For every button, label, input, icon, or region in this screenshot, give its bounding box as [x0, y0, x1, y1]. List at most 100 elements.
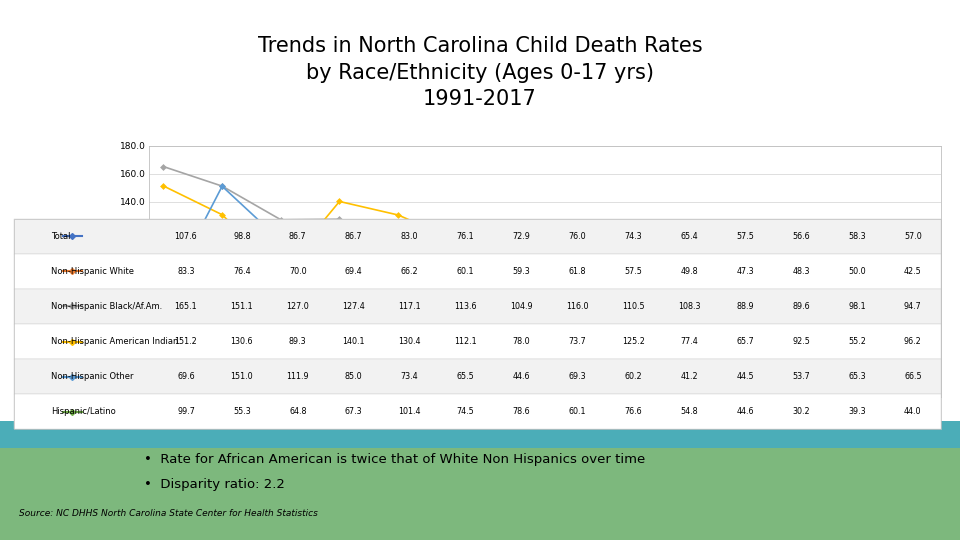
Text: 92.5: 92.5 [792, 337, 810, 346]
Text: 70.0: 70.0 [289, 267, 306, 276]
Text: 76.1: 76.1 [457, 232, 474, 241]
Text: 65.5: 65.5 [457, 372, 474, 381]
Text: 116.0: 116.0 [566, 302, 588, 311]
Text: 89.3: 89.3 [289, 337, 306, 346]
Text: 88.9: 88.9 [736, 302, 754, 311]
Text: 61.8: 61.8 [568, 267, 587, 276]
Text: 104.9: 104.9 [510, 302, 533, 311]
Text: 48.3: 48.3 [792, 267, 810, 276]
Text: 151.1: 151.1 [230, 302, 253, 311]
Text: 57.5: 57.5 [736, 232, 754, 241]
Text: 101.4: 101.4 [398, 407, 420, 416]
Text: 55.2: 55.2 [848, 337, 866, 346]
Text: 57.0: 57.0 [904, 232, 922, 241]
Text: 127.0: 127.0 [286, 302, 309, 311]
FancyBboxPatch shape [0, 421, 960, 540]
Text: 86.7: 86.7 [345, 232, 363, 241]
Text: Non-Hispanic White: Non-Hispanic White [52, 267, 134, 276]
Text: 69.4: 69.4 [345, 267, 363, 276]
Text: 39.3: 39.3 [848, 407, 866, 416]
Text: 130.4: 130.4 [398, 337, 420, 346]
Text: 53.7: 53.7 [792, 372, 810, 381]
Text: 73.4: 73.4 [400, 372, 419, 381]
Text: 77.4: 77.4 [681, 337, 698, 346]
Text: 94.7: 94.7 [904, 302, 922, 311]
Text: 65.3: 65.3 [848, 372, 866, 381]
Text: 56.6: 56.6 [792, 232, 810, 241]
Text: 65.7: 65.7 [736, 337, 754, 346]
Text: 64.8: 64.8 [289, 407, 306, 416]
Text: 76.6: 76.6 [624, 407, 642, 416]
Text: 44.5: 44.5 [736, 372, 754, 381]
Text: 65.4: 65.4 [681, 232, 698, 241]
Text: 57.5: 57.5 [624, 267, 642, 276]
Text: 140.1: 140.1 [343, 337, 365, 346]
Text: 108.3: 108.3 [678, 302, 701, 311]
Text: 74.3: 74.3 [624, 232, 642, 241]
Text: 67.3: 67.3 [345, 407, 363, 416]
Text: 86.7: 86.7 [289, 232, 306, 241]
Text: Non-Hispanic Other: Non-Hispanic Other [52, 372, 134, 381]
Text: 41.2: 41.2 [681, 372, 698, 381]
Text: 73.7: 73.7 [568, 337, 587, 346]
Text: 60.1: 60.1 [457, 267, 474, 276]
FancyBboxPatch shape [14, 289, 941, 324]
Text: 85.0: 85.0 [345, 372, 363, 381]
Text: 78.0: 78.0 [513, 337, 530, 346]
Text: 54.8: 54.8 [681, 407, 698, 416]
FancyBboxPatch shape [0, 448, 960, 540]
Text: 98.1: 98.1 [848, 302, 866, 311]
Text: •  Rate for African American is twice that of White Non Hispanics over time: • Rate for African American is twice tha… [144, 453, 645, 465]
FancyBboxPatch shape [14, 324, 941, 359]
Text: 113.6: 113.6 [454, 302, 477, 311]
Text: •  Disparity ratio: 2.2: • Disparity ratio: 2.2 [144, 478, 285, 491]
Text: 50.0: 50.0 [848, 267, 866, 276]
Text: 83.0: 83.0 [401, 232, 419, 241]
Text: Non-Hispanic American Indian: Non-Hispanic American Indian [52, 337, 179, 346]
Text: 47.3: 47.3 [736, 267, 754, 276]
Text: 42.5: 42.5 [904, 267, 922, 276]
FancyBboxPatch shape [14, 394, 941, 429]
Text: 44.6: 44.6 [513, 372, 530, 381]
Text: 72.9: 72.9 [513, 232, 530, 241]
Text: 127.4: 127.4 [343, 302, 365, 311]
Text: 55.3: 55.3 [233, 407, 251, 416]
Text: 78.6: 78.6 [513, 407, 530, 416]
Text: 125.2: 125.2 [622, 337, 645, 346]
FancyBboxPatch shape [14, 359, 941, 394]
Text: 99.7: 99.7 [177, 407, 195, 416]
Text: Non-Hispanic Black/Af.Am.: Non-Hispanic Black/Af.Am. [52, 302, 162, 311]
Text: 66.2: 66.2 [400, 267, 419, 276]
Text: 98.8: 98.8 [233, 232, 251, 241]
Text: 44.6: 44.6 [736, 407, 754, 416]
Text: 58.3: 58.3 [848, 232, 866, 241]
Text: 112.1: 112.1 [454, 337, 477, 346]
Text: 151.2: 151.2 [175, 337, 198, 346]
Text: 49.8: 49.8 [681, 267, 698, 276]
Text: 83.3: 83.3 [178, 267, 195, 276]
Text: 117.1: 117.1 [398, 302, 420, 311]
Text: Deaths per 100,000
Resident Children: Deaths per 100,000 Resident Children [79, 262, 169, 281]
Text: Total: Total [52, 232, 71, 241]
Text: 69.6: 69.6 [178, 372, 195, 381]
Text: 30.2: 30.2 [792, 407, 810, 416]
Text: 59.3: 59.3 [513, 267, 530, 276]
FancyBboxPatch shape [14, 254, 941, 289]
FancyBboxPatch shape [14, 219, 941, 254]
Text: 96.2: 96.2 [904, 337, 922, 346]
Text: 69.3: 69.3 [568, 372, 587, 381]
Text: 76.0: 76.0 [568, 232, 587, 241]
Text: Hispanic/Latino: Hispanic/Latino [52, 407, 116, 416]
Text: 151.0: 151.0 [230, 372, 253, 381]
Text: 107.6: 107.6 [175, 232, 197, 241]
Text: 66.5: 66.5 [904, 372, 922, 381]
Text: 74.5: 74.5 [457, 407, 474, 416]
Text: 110.5: 110.5 [622, 302, 644, 311]
Text: 44.0: 44.0 [904, 407, 922, 416]
Text: 60.2: 60.2 [624, 372, 642, 381]
Text: 60.1: 60.1 [568, 407, 587, 416]
Text: 111.9: 111.9 [286, 372, 309, 381]
Text: Trends in North Carolina Child Death Rates
by Race/Ethnicity (Ages 0-17 yrs)
199: Trends in North Carolina Child Death Rat… [257, 37, 703, 109]
Text: 89.6: 89.6 [792, 302, 810, 311]
Text: 76.4: 76.4 [233, 267, 251, 276]
